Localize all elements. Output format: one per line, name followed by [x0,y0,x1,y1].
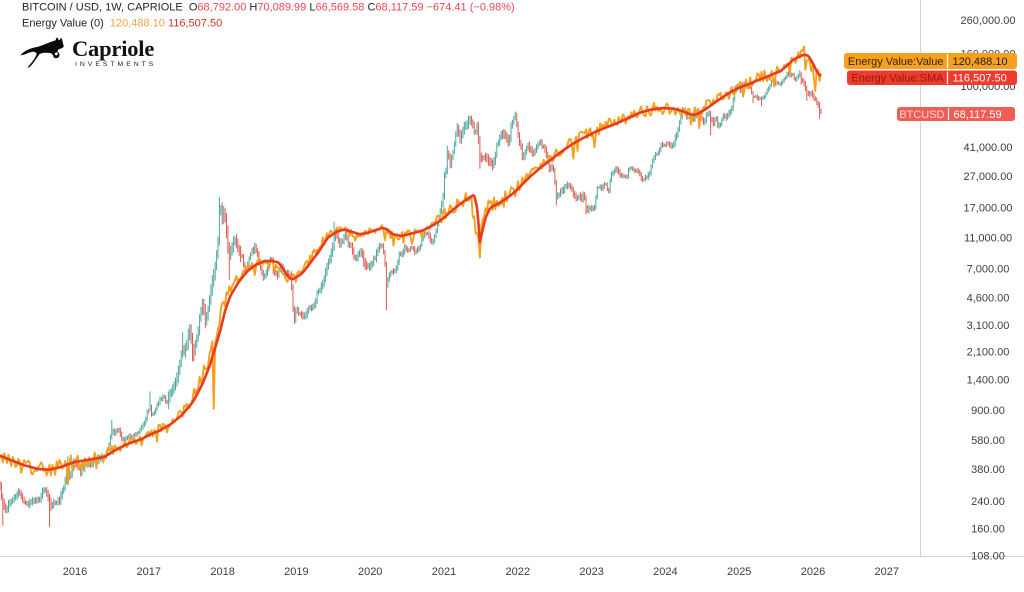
svg-text:2022: 2022 [506,566,530,578]
svg-text:Energy Value:Value: Energy Value:Value [848,56,944,68]
svg-text:17,000.00: 17,000.00 [964,203,1013,215]
svg-text:2,100.00: 2,100.00 [967,347,1010,359]
svg-text:3,100.00: 3,100.00 [967,320,1010,332]
svg-text:108.00: 108.00 [971,551,1005,563]
svg-text:120,488.10: 120,488.10 [953,56,1008,68]
svg-text:116,507.50: 116,507.50 [953,73,1007,85]
svg-text:240.00: 240.00 [971,496,1005,508]
svg-text:380.00: 380.00 [971,464,1005,476]
svg-text:2027: 2027 [875,566,899,578]
svg-text:68,117.59: 68,117.59 [954,109,1002,121]
svg-text:7,000.00: 7,000.00 [967,264,1010,276]
svg-text:INVESTMENTS: INVESTMENTS [75,61,156,68]
svg-text:Energy Value:SMA: Energy Value:SMA [851,73,944,85]
svg-text:260,000.00: 260,000.00 [960,15,1015,27]
svg-text:2023: 2023 [579,566,603,578]
svg-text:2017: 2017 [137,566,161,578]
svg-text:2024: 2024 [653,566,677,578]
svg-text:2019: 2019 [284,566,308,578]
svg-text:41,000.00: 41,000.00 [964,142,1013,154]
svg-text:2016: 2016 [63,566,87,578]
svg-text:Capriole: Capriole [72,36,154,61]
svg-text:2026: 2026 [801,566,825,578]
svg-text:2021: 2021 [432,566,456,578]
svg-text:27,000.00: 27,000.00 [964,171,1013,183]
svg-text:2020: 2020 [358,566,382,578]
svg-text:2025: 2025 [727,566,751,578]
svg-text:BITCOIN / USD, 1W, CAPRIOLE O: BITCOIN / USD, 1W, CAPRIOLE O68,792.00 H… [22,2,515,14]
svg-text:Energy Value (0) 120,488.10 1: Energy Value (0) 120,488.10 116,507.50 [22,18,222,30]
svg-text:580.00: 580.00 [971,435,1005,447]
svg-text:160.00: 160.00 [971,524,1005,536]
svg-text:BTCUSD: BTCUSD [899,109,944,121]
svg-text:1,400.00: 1,400.00 [967,375,1010,387]
svg-text:900.00: 900.00 [971,405,1005,417]
svg-text:4,600.00: 4,600.00 [967,293,1010,305]
svg-text:11,000.00: 11,000.00 [964,233,1012,245]
svg-text:2018: 2018 [210,566,234,578]
